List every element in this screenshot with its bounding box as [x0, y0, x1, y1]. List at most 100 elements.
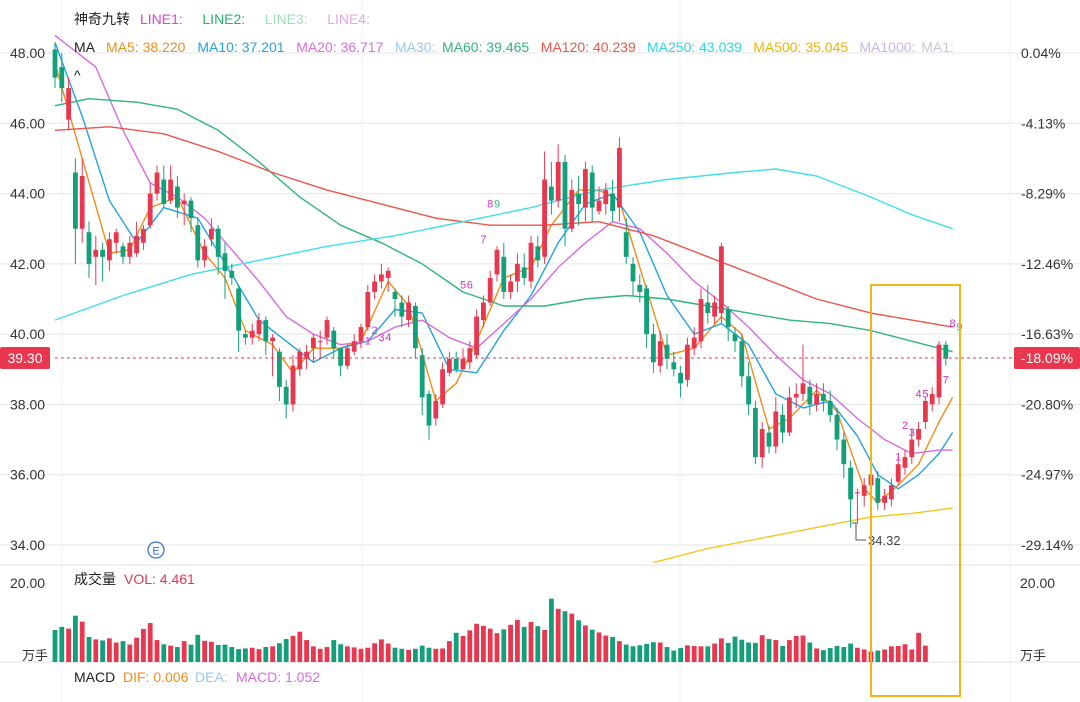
- candle[interactable]: [766, 425, 772, 454]
- candle[interactable]: [460, 348, 466, 370]
- candle[interactable]: [215, 225, 221, 275]
- candle[interactable]: [657, 330, 663, 373]
- candle[interactable]: [814, 383, 819, 412]
- candle[interactable]: [848, 460, 853, 528]
- candle[interactable]: [249, 323, 255, 345]
- candle[interactable]: [440, 362, 445, 408]
- legend-ma-item[interactable]: MA5: 38.220: [106, 39, 186, 55]
- candle[interactable]: [79, 158, 85, 243]
- candle[interactable]: [773, 397, 779, 454]
- candle[interactable]: [345, 344, 350, 370]
- legend-ma-item[interactable]: MA250: 43.039: [647, 39, 742, 55]
- candle[interactable]: [188, 197, 194, 233]
- candle[interactable]: [365, 284, 371, 331]
- candle[interactable]: [385, 267, 391, 292]
- candle[interactable]: [474, 309, 479, 359]
- candle[interactable]: [671, 351, 677, 377]
- legend-ma-item[interactable]: MA1000:: [859, 39, 915, 55]
- candle[interactable]: [916, 422, 921, 447]
- candle[interactable]: [882, 488, 887, 510]
- candle[interactable]: [617, 137, 622, 222]
- legend-ma[interactable]: MA MA5: 38.220 MA10: 37.201 MA20: 36.717 MA…: [74, 39, 954, 55]
- candle[interactable]: [542, 151, 547, 264]
- legend-ma-item[interactable]: MA60: 39.465: [442, 39, 529, 55]
- candle[interactable]: [800, 344, 806, 401]
- candle[interactable]: [168, 165, 173, 205]
- candle[interactable]: [651, 323, 656, 373]
- candle[interactable]: [392, 288, 398, 317]
- candle[interactable]: [351, 334, 357, 356]
- legend-line-item[interactable]: LINE3:: [265, 11, 308, 27]
- candle[interactable]: [147, 183, 153, 229]
- legend-top[interactable]: 神奇九转 LINE1: LINE2: LINE3: LINE4:: [74, 11, 370, 27]
- candle[interactable]: [705, 284, 711, 324]
- candle[interactable]: [154, 165, 160, 201]
- candle[interactable]: [644, 284, 649, 349]
- candle[interactable]: [331, 327, 337, 359]
- candle[interactable]: [698, 288, 704, 349]
- candle[interactable]: [66, 77, 71, 131]
- candle[interactable]: [317, 330, 323, 359]
- candle[interactable]: [508, 274, 513, 299]
- candle[interactable]: [623, 218, 629, 264]
- candle[interactable]: [929, 386, 935, 412]
- candle[interactable]: [528, 235, 534, 289]
- candle[interactable]: [209, 218, 214, 247]
- candle[interactable]: [630, 256, 636, 296]
- candle[interactable]: [481, 295, 486, 328]
- candle[interactable]: [793, 383, 799, 408]
- candle[interactable]: [236, 284, 241, 352]
- candle[interactable]: [447, 351, 452, 377]
- collapse-caret-icon[interactable]: ^: [74, 67, 81, 83]
- candle[interactable]: [678, 365, 683, 398]
- candle[interactable]: [576, 176, 581, 226]
- legend-ma-item[interactable]: MA120: 40.239: [541, 39, 636, 55]
- candle[interactable]: [453, 351, 459, 373]
- candle[interactable]: [555, 144, 561, 208]
- candle[interactable]: [861, 478, 867, 507]
- candle[interactable]: [753, 400, 758, 465]
- legend-line-item[interactable]: LINE2:: [202, 11, 245, 27]
- candle[interactable]: [827, 390, 833, 422]
- candle[interactable]: [494, 246, 500, 282]
- candle[interactable]: [141, 225, 146, 250]
- candle[interactable]: [127, 235, 133, 264]
- candle[interactable]: [855, 488, 860, 524]
- candle[interactable]: [943, 341, 949, 366]
- candle[interactable]: [175, 176, 180, 219]
- candle[interactable]: [589, 165, 595, 222]
- candle[interactable]: [569, 179, 575, 233]
- candle[interactable]: [535, 235, 541, 268]
- candle[interactable]: [277, 348, 282, 401]
- candle[interactable]: [691, 327, 697, 356]
- candle[interactable]: [467, 341, 473, 370]
- legend-line-item[interactable]: LINE4:: [327, 11, 370, 27]
- candle[interactable]: [297, 348, 303, 377]
- candle[interactable]: [834, 407, 840, 451]
- candle[interactable]: [787, 386, 792, 437]
- candle[interactable]: [59, 53, 65, 103]
- candle[interactable]: [515, 253, 520, 292]
- candle[interactable]: [664, 334, 670, 370]
- candle[interactable]: [222, 242, 228, 299]
- candle[interactable]: [712, 295, 717, 324]
- candle[interactable]: [243, 330, 248, 345]
- candle[interactable]: [759, 422, 765, 468]
- candle[interactable]: [807, 379, 813, 415]
- legend-line-item[interactable]: LINE1:: [140, 11, 183, 27]
- candle[interactable]: [86, 221, 92, 278]
- candle[interactable]: [821, 383, 826, 412]
- candle[interactable]: [841, 432, 847, 479]
- candle[interactable]: [399, 295, 405, 328]
- candle[interactable]: [902, 450, 908, 475]
- candle[interactable]: [406, 295, 411, 328]
- candle[interactable]: [521, 253, 527, 285]
- volume-bars[interactable]: [52, 598, 928, 662]
- candle[interactable]: [181, 193, 187, 226]
- candle[interactable]: [120, 242, 126, 264]
- candle[interactable]: [372, 274, 377, 299]
- candle[interactable]: [433, 393, 439, 426]
- candle[interactable]: [889, 478, 894, 507]
- candle[interactable]: [732, 327, 738, 352]
